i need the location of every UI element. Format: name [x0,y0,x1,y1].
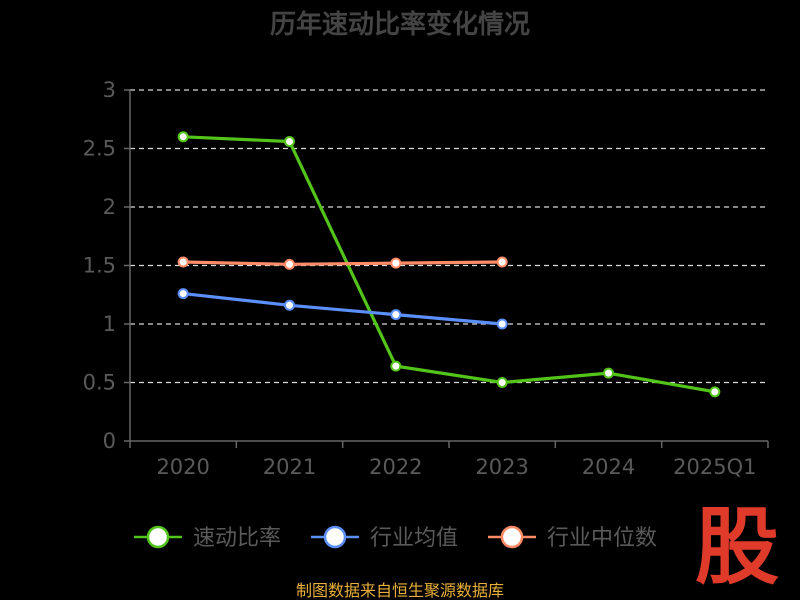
x-tick-label: 2020 [156,455,209,479]
legend-label: 行业中位数 [547,526,657,551]
data-point[interactable] [496,377,508,388]
legend-marker-icon [146,525,170,549]
series-layer [177,131,721,398]
series-1 [177,288,508,330]
data-point[interactable] [177,131,189,143]
y-tick-label: 1 [103,312,116,336]
grid [130,89,768,384]
y-tick-label: 2 [103,195,116,219]
legend[interactable]: 速动比率 行业均值 行业中位数 [134,525,657,551]
series-0 [177,131,721,398]
data-point[interactable] [284,258,295,270]
data-point[interactable] [496,256,508,268]
series-2 [177,256,508,270]
source-note: 制图数据来自恒生聚源数据库 [296,581,504,600]
chart-title: 历年速动比率变化情况 [270,9,530,40]
data-point[interactable] [390,360,402,372]
data-point[interactable] [177,256,189,268]
y-tick-label: 0 [103,429,116,453]
legend-label: 速动比率 [193,526,281,551]
legend-marker-icon [323,525,347,549]
data-point[interactable] [284,135,295,147]
axes: 0 0.5 1 1.5 2 2.5 3 2020 2021 2022 2023 2024 2025Q1 [83,78,769,479]
legend-marker-icon [500,525,524,549]
logo: 股 [695,498,779,596]
series-line [183,135,716,394]
series-line [183,260,503,266]
legend-item[interactable]: 速动比率 [134,525,281,551]
legend-item[interactable]: 行业中位数 [488,525,657,551]
x-tick-label: 2022 [369,455,422,479]
x-tick-label: 2025Q1 [673,455,756,479]
legend-label: 行业均值 [370,526,458,551]
data-point[interactable] [390,257,402,269]
x-tick-label: 2024 [582,455,635,479]
y-tick-label: 2.5 [83,137,116,161]
y-tick-label: 0.5 [83,371,116,395]
data-point[interactable] [603,367,614,379]
data-point[interactable] [496,318,508,330]
data-point[interactable] [284,299,295,311]
series-line [182,291,503,326]
data-point[interactable] [177,288,189,300]
x-tick-label: 2021 [263,455,316,479]
x-tick-label: 2023 [475,455,528,479]
y-tick-label: 3 [103,78,116,102]
data-point[interactable] [709,386,721,398]
legend-item[interactable]: 行业均值 [311,525,458,551]
data-point[interactable] [390,309,402,321]
y-tick-label: 1.5 [83,254,116,278]
